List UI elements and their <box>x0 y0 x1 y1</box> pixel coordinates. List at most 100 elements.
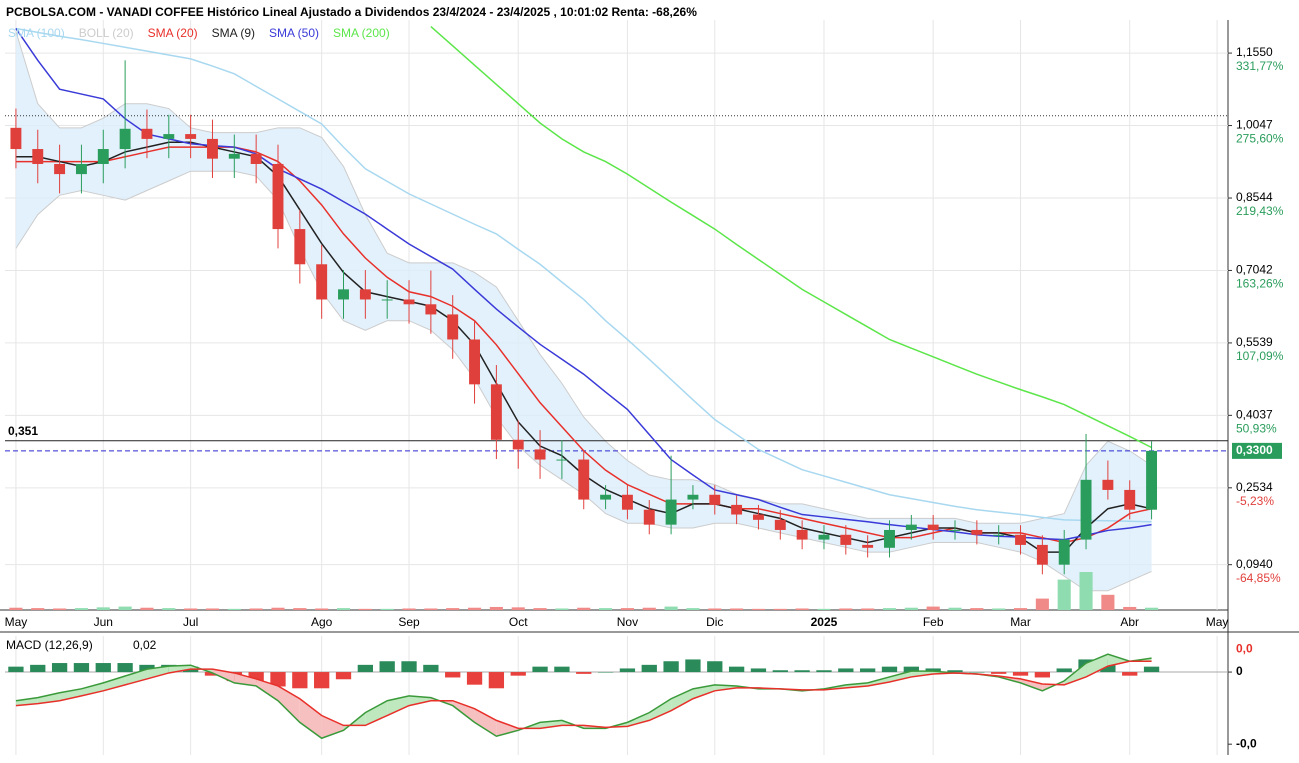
candle-body <box>316 264 328 300</box>
y-tick-percent: 50,93% <box>1236 422 1277 436</box>
legend-label: SMA (50) <box>269 26 319 40</box>
x-tick-label: Ago <box>311 615 333 629</box>
histogram-bar <box>663 661 679 673</box>
histogram-bar <box>576 672 592 674</box>
y-tick-label: 0,4037 <box>1236 408 1273 422</box>
histogram-bar <box>488 672 505 689</box>
macd-fill <box>321 715 344 739</box>
candle-body <box>534 449 546 460</box>
histogram-bar <box>204 672 221 676</box>
y-tick-label: 1,1550 <box>1236 45 1273 59</box>
y-tick-percent: 219,43% <box>1236 204 1284 218</box>
macd-fill <box>845 682 868 688</box>
volume-bar <box>555 608 569 610</box>
candle-body <box>447 314 459 340</box>
volume-bar <box>336 608 351 610</box>
macd-fill <box>146 666 169 679</box>
volume-bar <box>140 607 154 610</box>
macd-fill <box>59 688 82 701</box>
volume-bar <box>31 608 45 610</box>
candle-body <box>731 504 743 515</box>
volume-bar <box>708 608 722 610</box>
volume-bar <box>118 606 132 610</box>
volume-bar <box>948 607 962 610</box>
histogram-bar <box>860 668 876 673</box>
volume-bar <box>642 607 656 610</box>
y-tick-percent: 331,77% <box>1236 59 1284 73</box>
histogram-bar <box>532 666 548 673</box>
x-tick-label: Abr <box>1120 615 1139 629</box>
candle-body <box>207 138 218 159</box>
histogram-bar <box>1012 672 1029 676</box>
histogram-bar <box>707 661 723 673</box>
candle-body <box>905 524 917 530</box>
x-tick-label: Mar <box>1010 615 1031 629</box>
candle-body <box>621 494 633 510</box>
volume-bar <box>446 608 460 610</box>
y-tick-label: 0,8544 <box>1236 190 1273 204</box>
macd-fill <box>474 708 497 737</box>
histogram-bar <box>685 659 701 673</box>
histogram-bar <box>816 670 832 673</box>
candle-body <box>54 163 66 175</box>
y-tick-percent: -64,85% <box>1236 571 1281 585</box>
x-tick-label: Dic <box>706 615 723 629</box>
sma-line <box>15 28 1152 541</box>
histogram-bar <box>30 664 46 673</box>
candle-body <box>600 494 612 500</box>
y-tick-label: -0,0 <box>1236 736 1257 750</box>
y-tick-label: 0,0940 <box>1236 557 1273 571</box>
volume-bar <box>1057 579 1071 610</box>
histogram-bar <box>554 666 570 673</box>
volume-bar <box>1079 572 1093 610</box>
volume-bar <box>992 608 1006 610</box>
volume-bar <box>271 607 285 610</box>
volume-bar <box>53 608 67 610</box>
macd-fill <box>496 720 519 737</box>
candle-body <box>403 299 415 305</box>
volume-bar <box>620 608 634 610</box>
volume-bar <box>773 608 787 610</box>
y-tick-label: 0,2534 <box>1236 480 1273 494</box>
histogram-bar <box>969 672 985 673</box>
candle-body <box>949 529 961 531</box>
candle-body <box>163 134 175 139</box>
last-price-box <box>1232 442 1282 459</box>
volume-bar <box>1145 607 1159 610</box>
histogram-bar <box>314 672 330 689</box>
histogram-bar <box>73 663 90 673</box>
volume-bar <box>293 608 307 610</box>
macd-fill <box>1086 654 1108 677</box>
volume-bar <box>751 608 766 610</box>
bollinger-upper <box>15 31 1152 524</box>
histogram-bar <box>728 666 745 673</box>
y-tick-percent: -5,23% <box>1236 494 1274 508</box>
candle-body <box>10 127 22 150</box>
volume-bar <box>162 608 176 610</box>
histogram-bar <box>466 672 483 685</box>
volume-bar <box>424 608 438 610</box>
histogram-bar <box>619 668 636 673</box>
volume-bar <box>970 608 984 610</box>
x-tick-label: Jun <box>94 615 113 629</box>
volume-bar <box>904 607 918 610</box>
histogram-bar <box>51 663 68 673</box>
histogram-bar <box>423 664 439 673</box>
histogram-bar <box>1122 672 1138 676</box>
volume-bar <box>184 608 198 610</box>
macd-fill <box>627 712 650 727</box>
reference-label: 0,351 <box>8 424 38 438</box>
volume-bar <box>380 608 394 610</box>
volume-bar <box>315 608 329 610</box>
candle-body <box>1036 544 1048 565</box>
volume-bar <box>205 608 220 610</box>
volume-bar <box>599 608 613 610</box>
y-tick-percent: 163,26% <box>1236 277 1284 291</box>
macd-fill <box>1064 663 1087 685</box>
histogram-bar <box>401 661 417 673</box>
histogram-bar <box>1143 666 1160 673</box>
candle-body <box>119 128 131 150</box>
histogram-bar <box>881 666 898 673</box>
candle-body <box>469 339 481 385</box>
